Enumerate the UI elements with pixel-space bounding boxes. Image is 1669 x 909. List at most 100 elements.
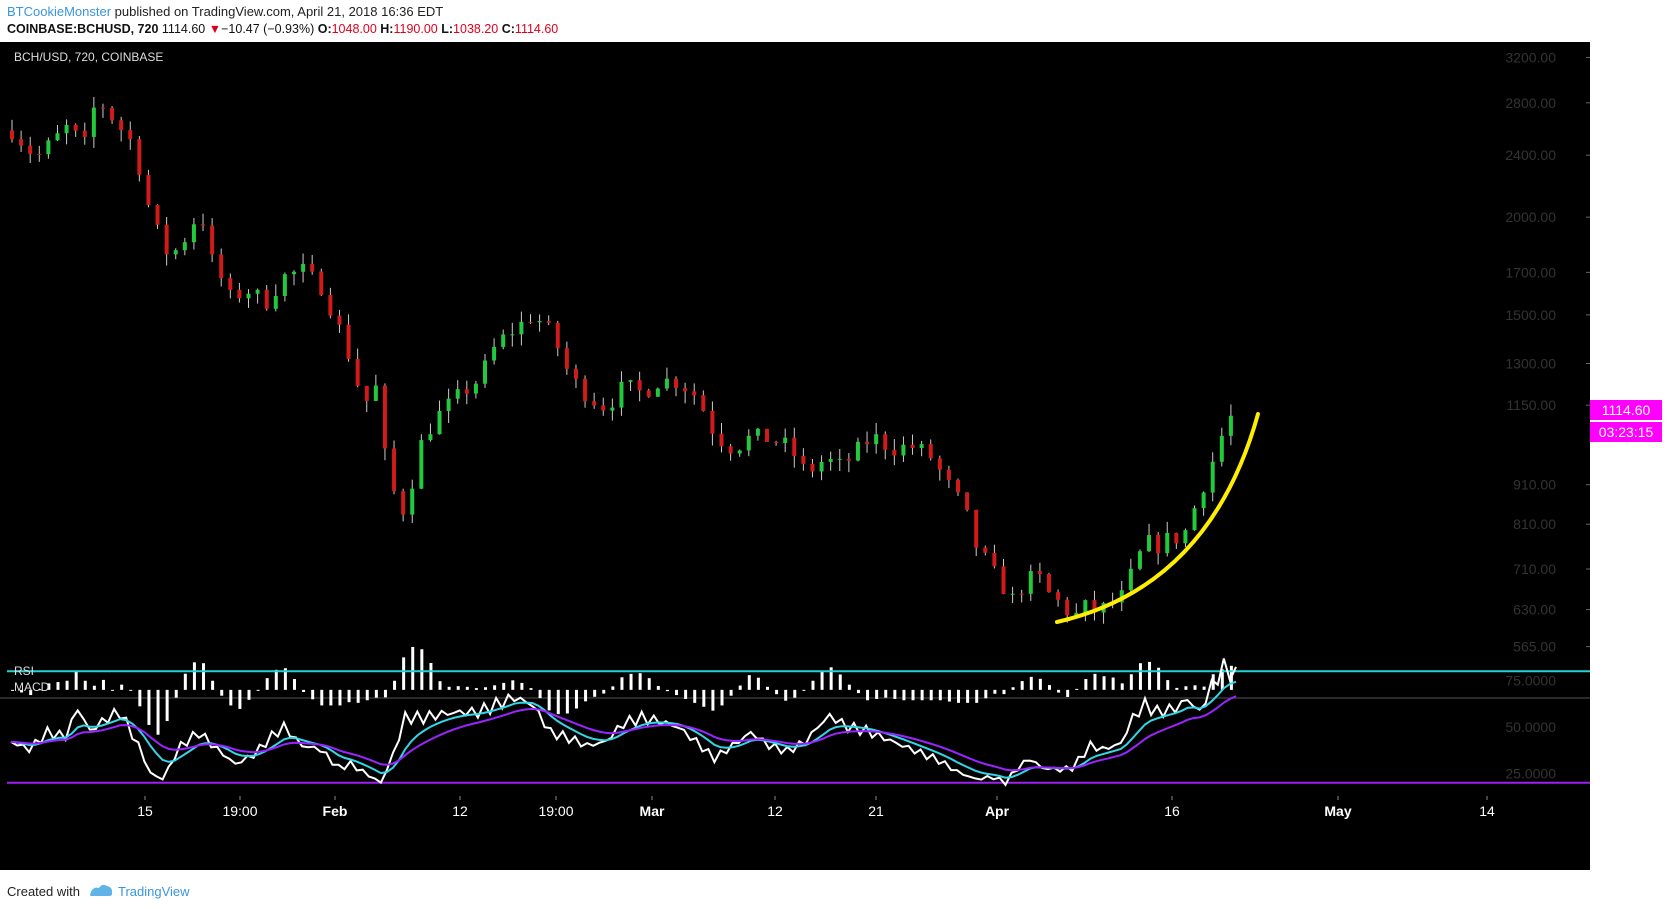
open-value: 1048.00 — [331, 22, 377, 36]
close-value: 1114.60 — [514, 22, 559, 36]
macd-bar — [911, 689, 915, 701]
macd-bar — [192, 662, 196, 690]
rsi-axis[interactable]: 75.0000 50.0000 25.0000 — [1505, 673, 1556, 782]
high-label: H: — [380, 22, 394, 36]
slow-signal-line — [10, 695, 1237, 772]
macd-bar — [647, 678, 651, 690]
candle-body — [373, 385, 378, 401]
time-tick-label: 16 — [1164, 803, 1180, 819]
price-tick-label: 2400.00 — [1505, 147, 1556, 163]
candle-body — [1228, 415, 1233, 436]
macd-bar — [665, 689, 669, 692]
candle-body — [737, 450, 742, 454]
macd-bar — [838, 674, 842, 690]
publish-header: BTCookieMonster published on TradingView… — [0, 0, 1669, 42]
candle-body — [783, 437, 788, 443]
candle-body — [892, 449, 897, 456]
time-tick-label: 21 — [868, 803, 884, 819]
tradingview-link[interactable]: TradingView — [118, 884, 190, 899]
price-axis[interactable]: 3200.00 2800.00 2400.00 2000.00 1700.00 1500.… — [1505, 49, 1590, 655]
candles-layer — [10, 96, 1233, 624]
macd-bar — [1093, 673, 1097, 690]
time-axis[interactable]: 15 19:00 Feb 12 19:00 Mar 12 21 Apr 16 May 14 — [137, 796, 1495, 819]
candle-body — [128, 130, 133, 140]
macd-bar — [292, 679, 296, 690]
candle-body — [828, 459, 833, 462]
candle-body — [483, 360, 488, 384]
tradingview-logo-icon — [90, 884, 113, 896]
macd-bar — [456, 686, 460, 690]
price-tick-label: 1300.00 — [1505, 356, 1556, 372]
price-tick-label: 1150.00 — [1506, 397, 1556, 413]
macd-bar — [520, 682, 524, 690]
candle-body — [874, 434, 879, 445]
macd-bar — [1075, 688, 1079, 690]
macd-bar — [529, 688, 533, 690]
macd-bar — [183, 673, 187, 690]
candle-body — [865, 441, 870, 445]
macd-bar — [11, 689, 14, 691]
candle-body — [273, 295, 278, 309]
macd-bar — [738, 685, 742, 690]
candle-body — [19, 139, 24, 146]
candle-body — [237, 289, 242, 299]
price-scale-background — [1590, 42, 1669, 870]
candle-body — [410, 488, 415, 515]
published-text: published on TradingView.com, April 21, … — [114, 4, 444, 19]
candle-body — [674, 378, 679, 389]
candle-body — [992, 552, 997, 567]
candle-body — [1210, 461, 1215, 493]
macd-bar — [966, 689, 970, 703]
candle-body — [91, 107, 96, 137]
candle-body — [1010, 593, 1015, 595]
candle-body — [510, 334, 515, 336]
macd-bar — [147, 689, 151, 725]
candle-body — [464, 389, 469, 394]
publish-info: BTCookieMonster published on TradingView… — [7, 4, 443, 19]
author-link[interactable]: BTCookieMonster — [7, 4, 112, 19]
main-pane-label: BCH/USD, 720, COINBASE — [14, 50, 163, 64]
time-tick-label: 12 — [452, 803, 468, 819]
candle-body — [1065, 599, 1070, 616]
macd-bar — [429, 662, 433, 690]
candle-body — [1092, 600, 1097, 613]
macd-bar — [256, 689, 260, 691]
macd-bar — [129, 689, 133, 691]
macd-bar — [611, 686, 615, 690]
price-tick-label: 630.00 — [1513, 602, 1556, 618]
rsi-line — [10, 658, 1237, 787]
candle-body — [364, 385, 369, 401]
candle-body — [646, 390, 651, 397]
candle-body — [1074, 612, 1079, 616]
chart-area[interactable]: 3200.00 2800.00 2400.00 2000.00 1700.00 1500.… — [0, 42, 1669, 870]
price-tick-label: 1700.00 — [1505, 264, 1556, 280]
candle-body — [564, 348, 569, 369]
macd-bar — [602, 689, 606, 694]
candle-body — [1156, 535, 1161, 554]
macd-bar — [811, 680, 815, 690]
macd-bar — [920, 689, 924, 701]
macd-bar — [1175, 687, 1179, 690]
candle-body — [810, 463, 815, 472]
macd-bar — [620, 677, 624, 690]
candle-body — [573, 368, 578, 379]
macd-bar — [1038, 678, 1042, 690]
macd-bar — [283, 668, 287, 690]
candle-body — [310, 263, 315, 272]
macd-bar — [565, 689, 569, 714]
macd-bar — [693, 689, 697, 703]
oscillator-layer — [7, 658, 1590, 787]
macd-bar — [311, 689, 315, 700]
macd-bar — [1138, 663, 1142, 690]
candle-body — [746, 435, 751, 451]
macd-bar — [902, 689, 906, 701]
candle-body — [301, 263, 306, 272]
candle-body — [282, 274, 287, 296]
macd-bar — [1066, 689, 1070, 698]
chart-background — [0, 42, 1669, 870]
macd-bar — [538, 689, 542, 699]
candle-body — [846, 458, 851, 461]
candle-body — [701, 395, 706, 411]
macd-bar — [383, 689, 387, 698]
low-value: 1038.20 — [453, 22, 499, 36]
